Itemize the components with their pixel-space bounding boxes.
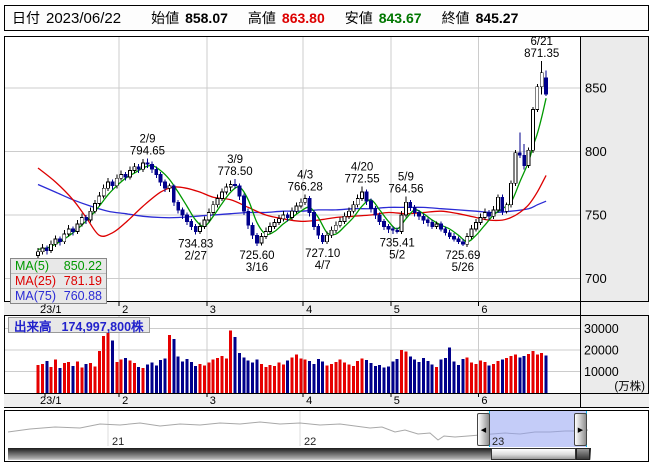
right-arrow-icon: ▶ bbox=[577, 426, 584, 434]
volume-value: 174,997,800株 bbox=[61, 319, 144, 334]
open-value: 858.07 bbox=[185, 10, 228, 26]
strip-divider bbox=[580, 393, 581, 408]
quote-header: 日付 2023/06/22 始値 858.07 高値 863.80 安値 843… bbox=[4, 5, 649, 31]
high-value: 863.80 bbox=[281, 10, 325, 26]
scrollbar-end-block bbox=[576, 448, 590, 460]
scrollbar-track[interactable] bbox=[8, 448, 591, 460]
xaxis-strip-price bbox=[4, 302, 649, 316]
ma75-label: MA(75) bbox=[15, 289, 56, 303]
date-value: 2023/06/22 bbox=[46, 9, 122, 27]
low-value: 843.67 bbox=[378, 10, 422, 26]
scrollbar-thumb[interactable] bbox=[491, 448, 576, 460]
close-label: 終値 bbox=[441, 10, 470, 26]
nav-left-handle[interactable]: ◀ bbox=[477, 413, 490, 446]
volume-title: 出来高 bbox=[14, 319, 52, 334]
ma5-legend-row: MA(5) 850.22 bbox=[11, 259, 106, 274]
volume-label-box: 出来高 174,997,800株 bbox=[8, 317, 150, 334]
ma25-legend-row: MA(25) 781.19 bbox=[11, 274, 106, 289]
ma25-label: MA(25) bbox=[15, 274, 56, 288]
ma75-legend-row: MA(75) 760.88 bbox=[11, 289, 106, 303]
ma25-value: 781.19 bbox=[63, 274, 102, 288]
open-label: 始値 bbox=[151, 10, 180, 26]
left-arrow-icon: ◀ bbox=[480, 426, 487, 434]
date-label: 日付 bbox=[12, 10, 40, 26]
xaxis-strip-volume bbox=[4, 393, 649, 408]
high-label: 高値 bbox=[247, 10, 276, 26]
ma5-value: 850.22 bbox=[63, 259, 102, 273]
strip-divider bbox=[580, 302, 581, 316]
ma75-value: 760.88 bbox=[63, 289, 102, 303]
close-value: 845.27 bbox=[475, 10, 519, 26]
low-label: 安値 bbox=[344, 10, 373, 26]
volume-axis-panel bbox=[580, 316, 648, 393]
nav-right-handle[interactable]: ▶ bbox=[574, 413, 587, 446]
ma-legend: MA(5) 850.22 MA(25) 781.19 MA(75) 760.88 bbox=[10, 258, 107, 304]
ma5-label: MA(5) bbox=[15, 259, 50, 273]
price-axis-panel bbox=[580, 37, 648, 301]
